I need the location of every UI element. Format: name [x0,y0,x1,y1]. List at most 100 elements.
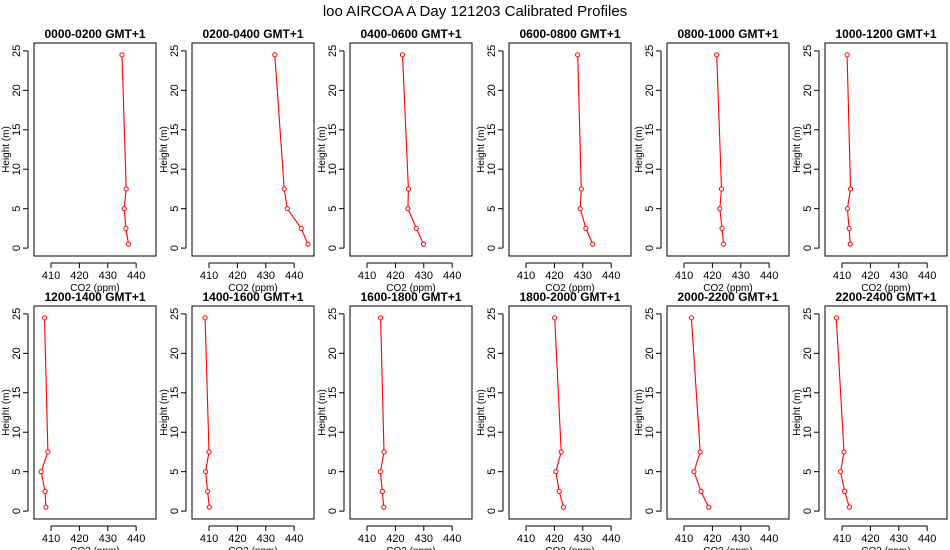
data-point [847,186,854,192]
data-point [844,206,851,212]
data-point [284,206,290,212]
x-tick-label: 430 [257,533,275,545]
profile-panel: 0000-0200 GMT+1 410 420 430 440 CO2 (ppm) 0 5 10… [1,27,157,294]
x-tick-label: 440 [918,270,936,282]
x-tick-label: 440 [285,533,303,545]
data-point [577,206,583,212]
y-tick-label: 5 [327,469,339,475]
x-tick-label: 430 [890,533,908,545]
data-point [123,225,129,231]
y-axis-label: Height (m) [159,126,170,173]
panel-title: 0400-0600 GMT+1 [360,27,461,41]
data-point [844,52,850,58]
plot-frame [824,305,948,520]
data-point [841,449,847,455]
profile-line [835,317,850,508]
data-point [206,449,212,455]
y-tick-label: 25 [802,308,814,320]
data-point [719,225,725,231]
y-tick-label: 15 [169,124,181,136]
panel-title: 0800-1000 GMT+1 [677,27,778,41]
x-tick-label: 410 [675,270,693,282]
profile-line [554,317,565,508]
y-tick-label: 25 [644,45,656,57]
y-tick-label: 0 [644,245,656,251]
panel-title: 2200-2400 GMT+1 [835,290,936,304]
y-tick-label: 15 [327,387,339,399]
data-point [583,225,589,231]
x-axis-label: CO2 (ppm) [545,546,594,550]
data-point [413,225,419,231]
y-axis-label: Height (m) [476,126,487,173]
y-tick-label: 15 [11,124,23,136]
profile-line [121,54,130,245]
x-tick-label: 410 [675,533,693,545]
profile-panel: 0400-0600 GMT+1 410 420 430 440 CO2 (ppm) 0 5 10… [317,27,473,294]
data-point [298,225,304,231]
y-tick-label: 5 [327,206,339,212]
y-tick-label: 10 [802,426,814,438]
profile-line [274,54,309,245]
x-tick-label: 430 [732,270,750,282]
x-axis-label: CO2 (ppm) [70,283,119,294]
x-tick-label: 420 [70,533,88,545]
data-point [691,469,697,475]
y-tick-label: 25 [486,45,498,57]
y-tick-label: 5 [169,469,181,475]
x-axis-label: CO2 (ppm) [386,283,435,294]
data-point [717,206,723,212]
y-tick-label: 5 [169,206,181,212]
y-axis-label: Height (m) [792,126,803,173]
y-tick-label: 15 [169,387,181,399]
plot-frame [349,305,473,520]
y-axis-label: Height (m) [159,389,170,436]
y-tick-label: 20 [644,347,656,359]
data-point [558,449,564,455]
y-tick-label: 20 [11,84,23,96]
plot-frame [33,42,157,257]
y-tick-label: 20 [644,84,656,96]
y-tick-label: 25 [327,308,339,320]
plot-frame [824,42,948,257]
plot-frame [666,42,790,257]
profile-line [690,317,710,508]
x-tick-label: 410 [517,270,535,282]
y-tick-label: 20 [11,347,23,359]
data-point [272,52,278,58]
profile-panel: 1600-1800 GMT+1 410 420 430 440 CO2 (ppm) 0 5 10… [317,290,473,550]
y-tick-label: 10 [644,426,656,438]
panel-title: 1000-1200 GMT+1 [835,27,936,41]
y-tick-label: 20 [802,347,814,359]
y-tick-label: 25 [802,45,814,57]
y-tick-label: 15 [644,387,656,399]
y-tick-label: 10 [169,163,181,175]
data-point [841,488,848,494]
x-axis-label: CO2 (ppm) [545,283,594,294]
y-tick-label: 5 [802,469,814,475]
y-tick-label: 15 [644,124,656,136]
panel-title: 1600-1800 GMT+1 [360,290,461,304]
profile-panel: 1400-1600 GMT+1 410 420 430 440 CO2 (ppm) 0 5 10… [159,290,315,550]
profile-panel: 0800-1000 GMT+1 410 420 430 440 CO2 (ppm) 0 5 10… [634,27,790,294]
profile-panel: 0600-0800 GMT+1 410 420 430 440 CO2 (ppm) 0 5 10… [476,27,632,294]
x-tick-label: 410 [42,533,60,545]
x-tick-label: 420 [861,270,879,282]
x-tick-label: 440 [443,533,461,545]
data-point [125,241,132,247]
y-tick-label: 10 [486,163,498,175]
plot-frame [349,42,473,257]
y-tick-label: 15 [327,124,339,136]
y-tick-label: 15 [486,387,498,399]
y-axis-label: Height (m) [1,389,12,436]
x-tick-label: 420 [545,270,563,282]
y-tick-label: 10 [644,163,656,175]
data-point [281,186,287,192]
y-tick-label: 15 [11,387,23,399]
data-point [688,315,695,321]
data-point [305,241,311,247]
data-point [556,488,562,494]
x-tick-label: 420 [861,533,879,545]
y-tick-label: 0 [169,508,181,514]
profile-line [846,54,852,245]
plot-frame [508,42,632,257]
